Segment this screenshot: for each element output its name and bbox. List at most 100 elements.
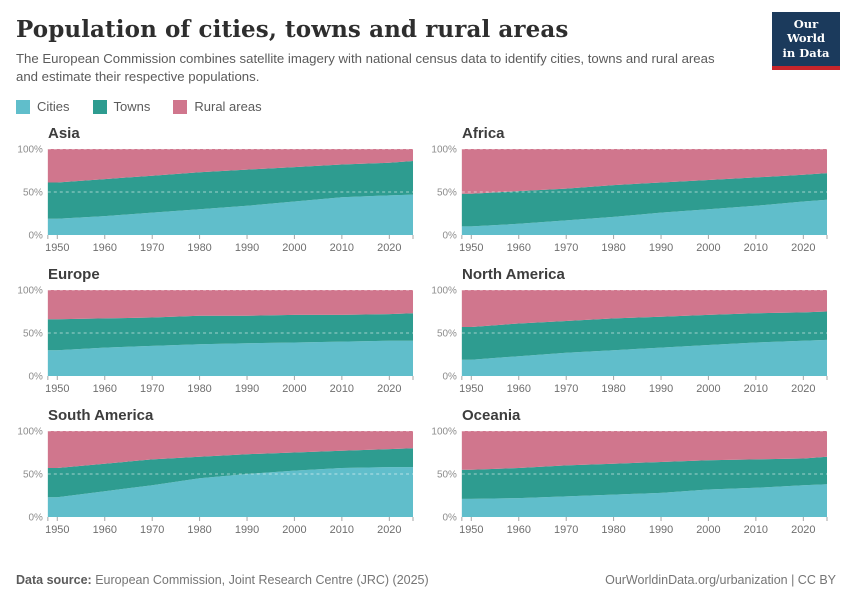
x-tick-label: 2010	[330, 383, 354, 395]
x-tick-label: 2020	[791, 242, 815, 254]
area-cities	[47, 195, 414, 236]
x-tick-label: 2020	[377, 383, 401, 395]
y-tick-label: 100%	[431, 286, 457, 297]
legend-item-rural-areas: Rural areas	[173, 99, 262, 115]
panel-title-oceania: Oceania	[462, 407, 521, 425]
stacked-area-chart-asia: 1950 1960 1970 1980 1990 2000 2010 2020 0% 50% 100…	[17, 145, 414, 254]
area-rural-areas	[461, 149, 828, 195]
data-source-label: Data source:	[16, 573, 92, 587]
legend: Cities Towns Rural areas	[0, 99, 850, 114]
legend-swatch	[173, 99, 188, 114]
x-tick-label: 1990	[235, 242, 259, 254]
area-cities	[461, 200, 828, 236]
x-tick-label: 1960	[93, 242, 117, 254]
stacked-area-chart-africa: 1950 1960 1970 1980 1990 2000 2010 2020 0% 50% 100…	[431, 145, 828, 254]
panel-title-europe: Europe	[48, 266, 100, 284]
license-link[interactable]: OurWorldinData.org/urbanization | CC BY	[605, 573, 836, 587]
x-tick-label: 1970	[554, 383, 578, 395]
y-tick-label: 100%	[431, 145, 457, 156]
page-title: Population of cities, towns and rural ar…	[16, 16, 569, 43]
owid-logo-bar	[772, 66, 840, 71]
legend-label: Cities	[37, 99, 70, 115]
x-tick-label: 1950	[45, 524, 69, 536]
chart-panel-africa: Africa 1950 1960 1970 1980 1990 2000 2010 2020 0%…	[430, 125, 828, 257]
x-tick-label: 1950	[459, 383, 483, 395]
legend-swatch	[92, 99, 107, 114]
small-multiples-grid: Asia 1950 1960 1970 1980 1990 2000 2010 2020 0% 50…	[16, 125, 828, 539]
x-tick-label: 2000	[282, 383, 306, 395]
x-tick-label: 2010	[744, 524, 768, 536]
x-tick-label: 1980	[601, 524, 625, 536]
x-tick-label: 1950	[459, 524, 483, 536]
x-tick-label: 2010	[330, 524, 354, 536]
legend-label: Rural areas	[194, 99, 262, 115]
x-tick-label: 1970	[554, 524, 578, 536]
x-tick-label: 2020	[791, 524, 815, 536]
y-tick-label: 0%	[442, 372, 457, 383]
panel-title-north-america: North America	[462, 266, 565, 284]
x-tick-label: 1980	[601, 383, 625, 395]
chart-panel-asia: Asia 1950 1960 1970 1980 1990 2000 2010 2020 0% 50…	[16, 125, 414, 257]
area-towns	[461, 311, 828, 361]
x-tick-label: 1970	[140, 524, 164, 536]
header: Population of cities, towns and rural ar…	[0, 0, 850, 86]
y-tick-label: 0%	[442, 513, 457, 524]
area-towns	[461, 457, 828, 500]
y-tick-label: 100%	[17, 427, 43, 438]
x-tick-label: 1960	[507, 524, 531, 536]
x-tick-label: 1990	[235, 524, 259, 536]
area-towns	[461, 173, 828, 227]
y-tick-label: 0%	[442, 231, 457, 242]
panel-title-africa: Africa	[462, 125, 505, 143]
area-towns	[47, 313, 414, 351]
x-tick-label: 1990	[649, 242, 673, 254]
x-tick-label: 1980	[187, 524, 211, 536]
x-tick-label: 1980	[187, 383, 211, 395]
area-rural-areas	[461, 290, 828, 328]
y-tick-label: 50%	[23, 329, 43, 340]
y-tick-label: 50%	[23, 188, 43, 199]
chart-panel-europe: Europe 1950 1960 1970 1980 1990 2000 2010 2020 0%…	[16, 266, 414, 398]
owid-logo[interactable]: Our World in Data	[772, 12, 840, 71]
area-rural-areas	[461, 431, 828, 471]
x-tick-label: 1960	[507, 383, 531, 395]
x-tick-label: 1990	[649, 524, 673, 536]
x-tick-label: 2010	[330, 242, 354, 254]
x-tick-label: 2020	[377, 524, 401, 536]
x-tick-label: 1980	[187, 242, 211, 254]
y-tick-label: 0%	[28, 513, 43, 524]
area-cities	[461, 484, 828, 518]
x-tick-label: 1960	[93, 524, 117, 536]
x-tick-label: 2020	[791, 383, 815, 395]
y-tick-label: 0%	[28, 231, 43, 242]
y-tick-label: 50%	[23, 470, 43, 481]
x-tick-label: 2000	[282, 242, 306, 254]
chart-subtitle: The European Commission combines satelli…	[16, 51, 715, 85]
y-tick-label: 50%	[437, 329, 457, 340]
x-tick-label: 1970	[554, 242, 578, 254]
x-tick-label: 1950	[459, 242, 483, 254]
x-tick-label: 2000	[696, 383, 720, 395]
area-towns	[47, 161, 414, 220]
chart-panel-oceania: Oceania 1950 1960 1970 1980 1990 2000 2010 2020 0…	[430, 407, 828, 539]
y-tick-label: 100%	[431, 427, 457, 438]
area-rural-areas	[47, 431, 414, 469]
x-tick-label: 1990	[649, 383, 673, 395]
panel-title-south-america: South America	[48, 407, 154, 425]
chart-panel-north-america: North America 1950 1960 1970 1980 1990 2000 201…	[430, 266, 828, 398]
y-tick-label: 50%	[437, 470, 457, 481]
data-source-note: Data source: European Commission, Joint …	[16, 573, 429, 587]
x-tick-label: 2000	[696, 524, 720, 536]
area-cities	[47, 341, 414, 377]
x-tick-label: 2010	[744, 242, 768, 254]
x-tick-label: 2020	[377, 242, 401, 254]
area-cities	[461, 340, 828, 377]
x-tick-label: 1970	[140, 383, 164, 395]
legend-label: Towns	[113, 99, 151, 115]
x-tick-label: 2010	[744, 383, 768, 395]
stacked-area-chart-oceania: 1950 1960 1970 1980 1990 2000 2010 2020 0% 50% 100…	[431, 427, 828, 536]
x-tick-label: 1960	[93, 383, 117, 395]
area-rural-areas	[47, 290, 414, 320]
legend-swatch	[16, 99, 30, 114]
